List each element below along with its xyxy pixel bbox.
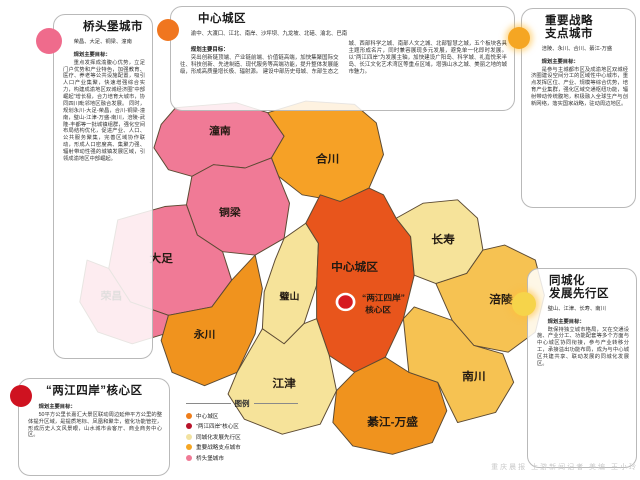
legend-item-label: 同城化发展先行区 <box>196 434 241 441</box>
region-label-fuling: 涪陵 <box>489 293 513 306</box>
callout-body: 50平方公里长嘉汇大景区联动周边延伸平方公里的整体提升区域，是提质地标、凤凰和聚… <box>28 411 162 439</box>
region-label-nanchuan: 南川 <box>462 370 485 383</box>
region-label-changshou: 长寿 <box>431 232 454 245</box>
callout-integration-pilot-zone[interactable]: 同城化 发展先行区 璧山、江津、长寿、南川 规划主要目标： 既保持独立城市格局，… <box>527 268 637 468</box>
region-label-zhongxin: 中心城区 <box>331 260 378 273</box>
legend-rule-left <box>186 403 231 404</box>
callout-goal-label: 规划主要目标： <box>541 58 579 65</box>
legend-item-label: 中心城区 <box>196 414 219 420</box>
region-zhongxin-chengqu[interactable] <box>305 187 415 373</box>
region-label-bishan: 璧山 <box>279 291 300 303</box>
callout-body-columns: 规划主要目标： 突出创新链顶端、产业链前端、价值链高端，加快集聚国际交往、科技创… <box>180 41 507 76</box>
callout-goal-label: 规划主要目标： <box>38 403 76 410</box>
legend-swatch-icon <box>186 444 192 451</box>
callout-body: 重点发挥成渝腹心优势，立足门户优势和产业特色，加强教育、医疗、养老等公共设施配置… <box>63 59 145 162</box>
legend-swatch-icon <box>186 454 192 461</box>
legend-swatch-icon <box>186 433 192 440</box>
zhanlue-color-dot <box>508 27 530 49</box>
legend-swatch-icon <box>186 413 192 419</box>
map-legend: 图例 中心城区 “两江四岸”核心区 同城化发展先行区 重要战略支点城市 桥头堡城… <box>186 398 298 464</box>
callout-central-urban-area[interactable]: 中心城区 渝中、大渡口、江北、南岸、沙坪坝、九龙坡、北碚、渝北、巴南 规划主要目… <box>170 6 515 111</box>
qiaotoubao-color-dot <box>36 28 62 54</box>
callout-title: “两江四岸”核心区 <box>46 385 143 397</box>
region-label-dazu: 大足 <box>149 252 173 265</box>
legend-item-tongchenghua[interactable]: 同城化发展先行区 <box>186 433 298 441</box>
callout-liangjiang-core-zone[interactable]: “两江四岸”核心区 规划主要目标： 50平方公里长嘉汇大景区联动周边延伸平方公里… <box>18 378 170 476</box>
callout-subtitle: 荣昌、大足、铜梁、潼南 <box>73 38 132 45</box>
legend-item-qiaotoubao[interactable]: 桥头堡城市 <box>186 454 298 462</box>
region-label-yongchuan: 永川 <box>193 328 216 340</box>
region-yongchuan[interactable] <box>160 254 263 387</box>
region-hechuan[interactable] <box>267 100 384 202</box>
core-zone-label-line1: “两江四岸” <box>362 293 405 303</box>
callout-qiaotoubao-cities[interactable]: 桥头堡城市 荣昌、大足、铜梁、潼南 规划主要目标： 重点发挥成渝腹心优势，立足门… <box>53 14 153 359</box>
callout-subtitle: 璧山、江津、长寿、南川 <box>547 305 606 312</box>
region-jiangjin[interactable] <box>227 318 337 435</box>
callout-subtitle: 涪陵、永川、合川、綦江-万盛 <box>541 45 613 52</box>
legend-rule-right <box>253 403 298 404</box>
legend-item-label: “两江四岸”核心区 <box>196 424 239 431</box>
region-label-tongliang: 铜梁 <box>219 206 241 218</box>
region-nanchuan[interactable] <box>402 306 515 423</box>
legend-item-label: 桥头堡城市 <box>196 455 224 462</box>
callout-title: 同城化 发展先行区 <box>549 275 609 300</box>
legend-item-liangjiang[interactable]: “两江四岸”核心区 <box>186 422 298 430</box>
callout-body: 既保持独立城市格局，又在交通设施、产业分工、功能配套等多个方面与中心城区协同衔接… <box>537 326 629 367</box>
region-label-qijiang-wansheng: 綦江-万盛 <box>366 415 418 428</box>
callout-body: 突出创新链顶端、产业链前端、价值链高端，加快集聚国际交往、科技创新、先进制造、现… <box>180 41 507 76</box>
legend-header: 图例 <box>186 398 298 409</box>
tongchenghua-color-dot <box>512 292 536 316</box>
callout-goal-label: 规划主要目标： <box>73 51 111 58</box>
region-label-tongnan: 潼南 <box>209 125 231 137</box>
callout-goal-label: 规划主要目标： <box>190 47 229 53</box>
core-zone-marker-dot[interactable] <box>338 295 353 309</box>
callout-subtitle: 渝中、大渡口、江北、南岸、沙坪坝、九龙坡、北碚、渝北、巴南 <box>190 30 348 37</box>
legend-item-zhongxin[interactable]: 中心城区 <box>186 412 298 420</box>
legend-item-zhanlue[interactable]: 重要战略支点城市 <box>186 443 298 451</box>
callout-goal-label: 规划主要目标： <box>547 318 585 325</box>
zhongxin-color-dot <box>157 19 179 41</box>
callout-body: 是参与主城都市区及成渝地区双城经济圈建设空间分工的区域性中心城市，重点发挥区位、… <box>531 66 628 107</box>
liangjiang-color-dot <box>10 385 32 407</box>
core-zone-label-line2: 核心区 <box>365 305 391 315</box>
legend-title: 图例 <box>234 399 250 408</box>
callout-strategic-pivot-cities[interactable]: 重要战略 支点城市 涪陵、永川、合川、綦江-万盛 规划主要目标： 是参与主城都市… <box>521 8 636 208</box>
source-watermark: 重庆晨报 上游新闻记者 美编 王小玲 <box>491 464 638 471</box>
region-label-jiangjin: 江津 <box>272 376 296 389</box>
callout-title: 重要战略 支点城市 <box>545 15 593 40</box>
legend-item-label: 重要战略支点城市 <box>196 445 241 452</box>
callout-title: 中心城区 <box>198 13 246 25</box>
legend-swatch-icon <box>186 423 192 430</box>
region-qijiang-wansheng[interactable] <box>332 356 448 455</box>
callout-title: 桥头堡城市 <box>83 21 143 33</box>
region-label-hechuan: 合川 <box>315 152 340 165</box>
